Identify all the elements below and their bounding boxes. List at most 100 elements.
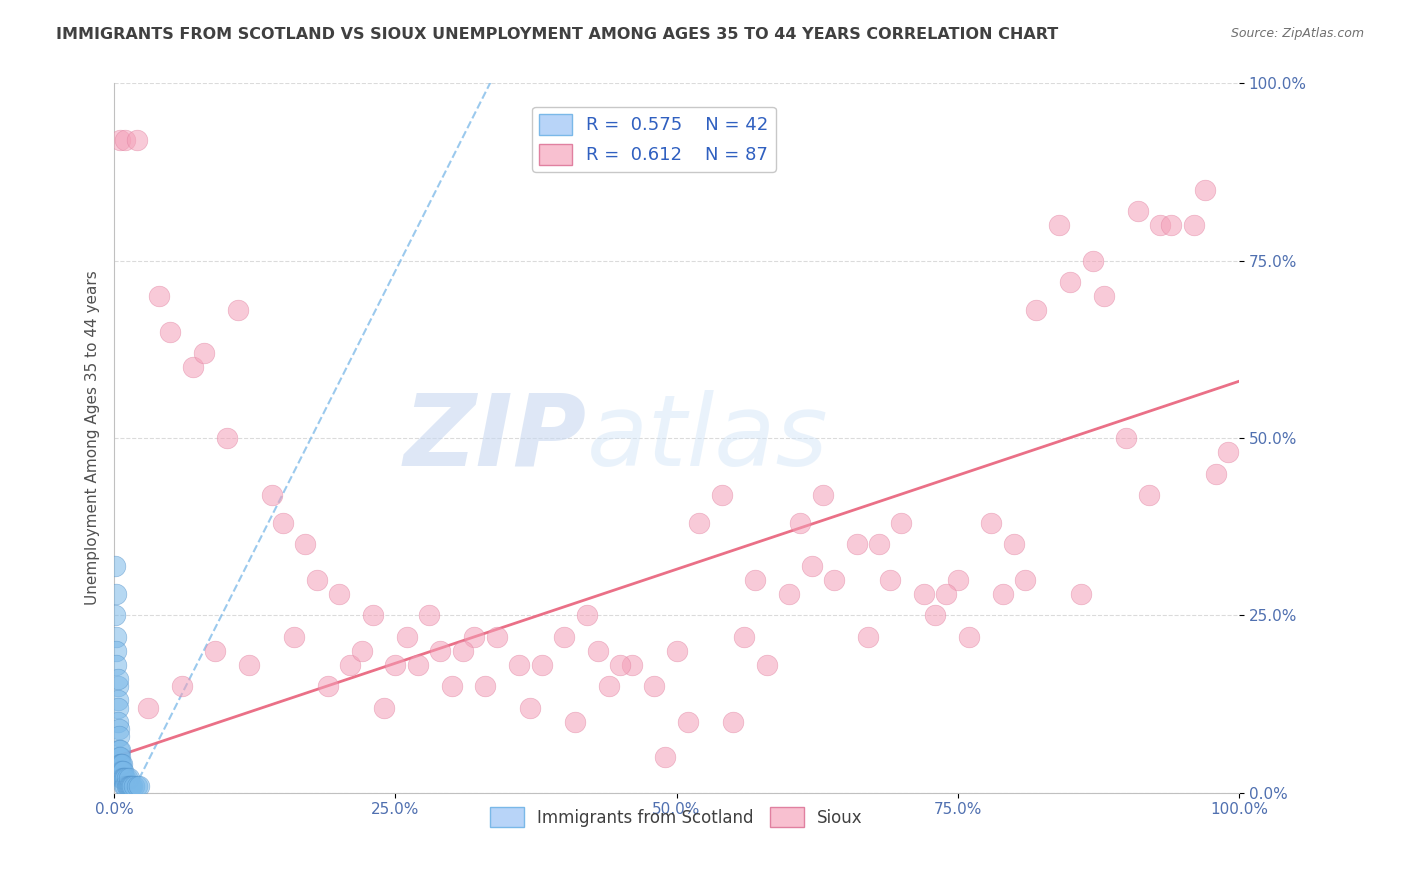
Point xyxy=(136,700,159,714)
Point xyxy=(107,743,129,757)
Point xyxy=(1160,219,1182,233)
Point xyxy=(170,679,193,693)
Point xyxy=(519,700,541,714)
Point xyxy=(688,516,710,530)
Point xyxy=(733,630,755,644)
Point xyxy=(429,644,451,658)
Point xyxy=(463,630,485,644)
Point xyxy=(1002,537,1025,551)
Point xyxy=(107,729,129,743)
Point xyxy=(823,573,845,587)
Point xyxy=(1205,467,1227,481)
Point xyxy=(789,516,811,530)
Point xyxy=(316,679,339,693)
Point xyxy=(1115,431,1137,445)
Point xyxy=(104,558,127,573)
Point xyxy=(125,133,148,147)
Point xyxy=(1047,219,1070,233)
Point xyxy=(260,488,283,502)
Point xyxy=(609,658,631,673)
Point xyxy=(1025,303,1047,318)
Point xyxy=(110,772,132,786)
Point xyxy=(328,587,350,601)
Point xyxy=(778,587,800,601)
Point xyxy=(935,587,957,601)
Point xyxy=(114,772,136,786)
Point xyxy=(118,779,141,793)
Point xyxy=(373,700,395,714)
Point xyxy=(226,303,249,318)
Point xyxy=(105,587,128,601)
Point xyxy=(856,630,879,644)
Point xyxy=(406,658,429,673)
Point xyxy=(1182,219,1205,233)
Point xyxy=(586,644,609,658)
Point xyxy=(991,587,1014,601)
Point xyxy=(564,714,586,729)
Point xyxy=(339,658,361,673)
Point xyxy=(980,516,1002,530)
Point xyxy=(107,714,129,729)
Point xyxy=(107,693,129,707)
Point xyxy=(879,573,901,587)
Point xyxy=(800,558,823,573)
Point xyxy=(1194,183,1216,197)
Point xyxy=(620,658,643,673)
Point xyxy=(271,516,294,530)
Point xyxy=(112,764,135,779)
Point xyxy=(890,516,912,530)
Point xyxy=(105,630,128,644)
Point xyxy=(676,714,699,729)
Text: ZIP: ZIP xyxy=(404,390,586,486)
Point xyxy=(1149,219,1171,233)
Point xyxy=(283,630,305,644)
Point xyxy=(125,779,148,793)
Point xyxy=(107,750,129,764)
Point xyxy=(305,573,328,587)
Point xyxy=(845,537,868,551)
Point xyxy=(474,679,496,693)
Point xyxy=(294,537,316,551)
Point xyxy=(121,779,143,793)
Point xyxy=(395,630,418,644)
Point xyxy=(1070,587,1092,601)
Point xyxy=(350,644,373,658)
Point xyxy=(924,608,946,623)
Point xyxy=(654,750,676,764)
Point xyxy=(111,757,134,772)
Point xyxy=(204,644,226,658)
Point xyxy=(112,779,135,793)
Point xyxy=(107,679,129,693)
Point xyxy=(108,743,131,757)
Point xyxy=(665,644,688,658)
Point xyxy=(957,630,980,644)
Point xyxy=(1081,253,1104,268)
Point xyxy=(107,672,129,686)
Text: atlas: atlas xyxy=(586,390,828,486)
Point xyxy=(744,573,766,587)
Point xyxy=(215,431,238,445)
Point xyxy=(1137,488,1160,502)
Point xyxy=(193,346,215,360)
Point xyxy=(361,608,384,623)
Point xyxy=(111,764,134,779)
Point xyxy=(120,779,142,793)
Point xyxy=(530,658,553,673)
Point xyxy=(1059,275,1081,289)
Y-axis label: Unemployment Among Ages 35 to 44 years: Unemployment Among Ages 35 to 44 years xyxy=(86,270,100,606)
Point xyxy=(1126,204,1149,219)
Point xyxy=(451,644,474,658)
Point xyxy=(755,658,778,673)
Point xyxy=(418,608,440,623)
Point xyxy=(440,679,463,693)
Point xyxy=(946,573,969,587)
Point xyxy=(1216,445,1239,459)
Point xyxy=(238,658,260,673)
Point xyxy=(108,750,131,764)
Point xyxy=(181,360,204,375)
Point xyxy=(1014,573,1036,587)
Point xyxy=(107,700,129,714)
Point xyxy=(575,608,598,623)
Point xyxy=(643,679,665,693)
Point xyxy=(115,779,138,793)
